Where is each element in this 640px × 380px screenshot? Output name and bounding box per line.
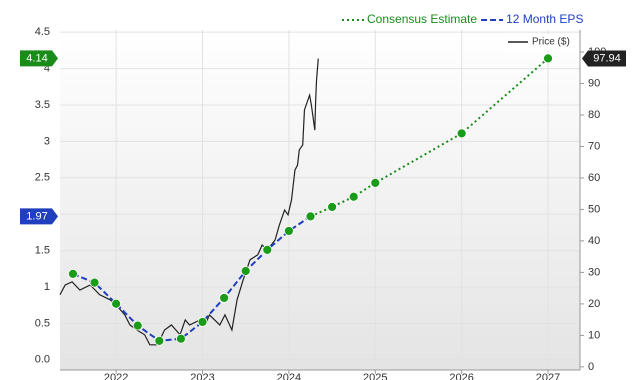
y2-tick-label: 60 xyxy=(588,172,600,184)
y-tick-label: 3 xyxy=(44,135,50,147)
data-point xyxy=(370,177,381,188)
y-tick-label: 3.5 xyxy=(35,99,50,111)
legend-label: Consensus Estimate xyxy=(367,12,477,26)
value-tag xyxy=(582,50,626,67)
data-point xyxy=(262,244,273,255)
legend-box xyxy=(502,34,578,50)
y2-tick-label: 90 xyxy=(588,77,600,89)
x-tick-label: 2027 xyxy=(536,372,560,380)
x-tick-label: 2025 xyxy=(363,372,387,380)
y-tick-label: 1.5 xyxy=(35,245,50,257)
x-tick-label: 2024 xyxy=(277,372,301,380)
data-point xyxy=(543,53,553,64)
data-point xyxy=(197,317,208,327)
x-tick-label: 2022 xyxy=(104,372,128,380)
y-tick-label: 1 xyxy=(44,281,50,293)
y2-tick-label: 70 xyxy=(588,140,600,152)
y2-tick-label: 30 xyxy=(588,266,600,278)
legend-label: Price ($) xyxy=(532,37,570,48)
legend-label: 12 Month EPS xyxy=(506,12,583,26)
data-point xyxy=(89,277,100,288)
data-point xyxy=(132,320,143,331)
series-line xyxy=(310,57,549,218)
y-tick-label: 4.5 xyxy=(35,26,50,38)
data-point xyxy=(327,202,337,212)
data-point xyxy=(111,298,122,309)
data-point xyxy=(219,293,230,303)
data-point xyxy=(176,333,186,344)
data-point xyxy=(305,211,316,222)
data-point xyxy=(154,335,165,346)
y2-tick-label: 0 xyxy=(588,361,594,373)
y2-tick-label: 10 xyxy=(588,329,600,341)
y2-tick-label: 20 xyxy=(588,298,600,310)
value-tag-label: 4.14 xyxy=(26,52,47,64)
data-point xyxy=(240,266,251,276)
data-point xyxy=(456,128,467,139)
y-tick-label: 2.5 xyxy=(35,172,50,184)
value-tag-label: 97.94 xyxy=(593,52,621,64)
data-point xyxy=(348,191,359,202)
x-tick-label: 2023 xyxy=(190,372,214,380)
y-tick-label: 4 xyxy=(44,62,50,74)
plot-area xyxy=(60,30,580,370)
data-point xyxy=(68,268,78,279)
y-tick-label: 0.0 xyxy=(35,354,50,366)
x-tick-label: 2026 xyxy=(449,372,473,380)
y2-tick-label: 50 xyxy=(588,203,600,215)
y2-tick-label: 40 xyxy=(588,235,600,247)
y2-tick-label: 80 xyxy=(588,109,600,121)
series-line xyxy=(59,58,319,346)
value-tag xyxy=(20,50,58,67)
data-point xyxy=(284,226,294,236)
value-tag-label: 1.97 xyxy=(26,210,47,222)
y-tick-label: 0.5 xyxy=(35,317,50,329)
value-tag xyxy=(20,208,58,225)
